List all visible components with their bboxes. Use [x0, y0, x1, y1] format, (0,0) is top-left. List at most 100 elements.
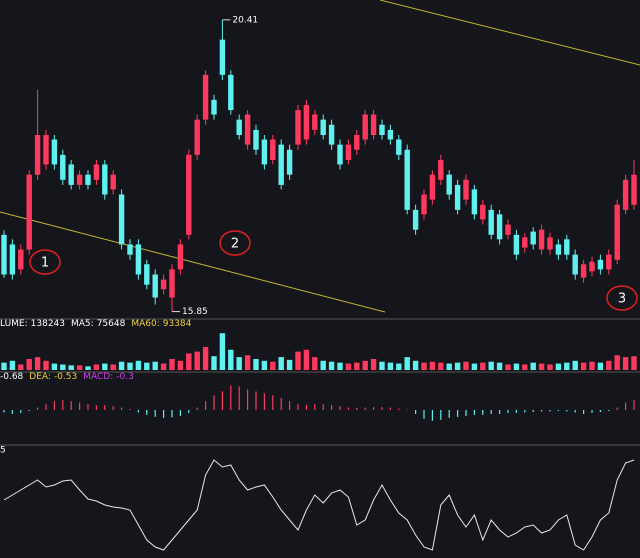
volume-bar: [538, 363, 545, 370]
trend-line: [379, 0, 640, 66]
candle-body: [580, 264, 587, 278]
volume-bar: [244, 355, 251, 370]
readout-value: 75648: [97, 319, 126, 329]
volume-bar: [144, 362, 150, 370]
candle-body: [446, 174, 452, 195]
candle-body: [530, 231, 536, 245]
candle-body: [270, 139, 276, 160]
volume-bar: [43, 360, 49, 370]
volume-bar: [236, 357, 242, 370]
candle-body: [76, 174, 83, 185]
volume-bar: [110, 364, 116, 370]
candle-body: [303, 104, 310, 140]
volume-bar: [463, 361, 469, 370]
volume-bar: [429, 361, 436, 370]
volume-bar: [387, 362, 394, 370]
volume-bar: [345, 363, 352, 370]
readout-value: -0.53: [54, 372, 77, 382]
readout-label: LUME:: [0, 319, 28, 329]
volume-bar: [26, 358, 32, 370]
volume-bar: [312, 357, 318, 370]
candle-body: [26, 174, 32, 250]
volume-bar: [93, 364, 100, 370]
candle-body: [228, 74, 234, 111]
candle-body: [152, 274, 158, 298]
volume-bar: [614, 355, 620, 370]
volume-bar: [160, 363, 167, 370]
candle-body: [51, 139, 58, 165]
candle-body: [564, 239, 570, 255]
volume-bar: [480, 362, 486, 370]
candle-body: [345, 144, 352, 160]
volume-bar: [177, 360, 184, 370]
candle-body: [1, 234, 7, 275]
volume-bar: [253, 358, 259, 370]
candle-body: [631, 174, 637, 205]
candle-body: [379, 124, 385, 136]
volume-bar: [505, 364, 511, 370]
candle-body: [68, 164, 74, 185]
candle-body: [387, 129, 394, 140]
candle-body: [429, 174, 436, 200]
volume-bar: [488, 361, 494, 370]
volume-bar: [169, 358, 175, 370]
hand-mark: 3: [618, 292, 626, 307]
candle-body: [438, 159, 444, 180]
readout: -0.68 DEA: -0.53 MACD: -0.3: [0, 372, 134, 382]
volume-bar: [589, 361, 595, 370]
candle-body: [169, 269, 175, 298]
hand-mark: 2: [231, 237, 239, 252]
volume-bar: [379, 361, 385, 370]
candle-body: [236, 119, 242, 136]
readout-label: MA5:: [71, 319, 94, 329]
volume-bar: [362, 360, 368, 370]
candle-body: [370, 114, 377, 136]
volume-bar: [295, 351, 301, 370]
volume-bar: [564, 362, 570, 370]
volume-bar: [127, 362, 133, 370]
candle-body: [278, 144, 284, 185]
volume-bar: [370, 358, 377, 370]
candle-body: [9, 244, 16, 275]
trend-line: [0, 211, 386, 313]
readout-label: MA60:: [131, 319, 159, 329]
volume-bar: [135, 360, 142, 370]
candle-body: [589, 261, 595, 272]
volume-bar: [228, 349, 234, 370]
readout-value: -0.3: [116, 372, 134, 382]
candle-body: [538, 229, 545, 250]
candle-body: [211, 99, 217, 115]
volume-bar: [328, 361, 335, 370]
hand-mark: 1: [41, 256, 49, 271]
candle-body: [127, 244, 133, 255]
volume-bar: [572, 360, 578, 370]
candle-body: [555, 244, 562, 255]
volume-bar: [446, 363, 452, 370]
candle-body: [219, 39, 226, 75]
candle-body: [295, 110, 301, 145]
volume-bar: [51, 363, 58, 370]
volume-bar: [152, 361, 158, 370]
volume-bar: [631, 356, 637, 370]
readout-label: MACD:: [83, 372, 113, 382]
candle-body: [328, 124, 335, 145]
volume-bar: [60, 364, 66, 370]
volume-bar: [555, 363, 562, 370]
candle-body: [244, 114, 251, 145]
volume-bar: [412, 360, 419, 370]
candle-body: [177, 244, 184, 270]
candle-body: [471, 189, 478, 215]
candle-body: [253, 129, 259, 150]
indicator-line: [3, 459, 635, 551]
candle-body: [85, 174, 91, 185]
volume-bar: [320, 360, 326, 370]
volume-bar: [513, 363, 520, 370]
volume-bar: [261, 360, 268, 370]
candle-body: [43, 135, 49, 165]
volume-bar: [1, 362, 7, 370]
readout-value: 138243: [31, 319, 65, 329]
volume-bar: [303, 349, 310, 370]
indicator-label: 5: [0, 446, 6, 456]
candle-body: [412, 209, 419, 230]
candle-body: [463, 179, 469, 200]
